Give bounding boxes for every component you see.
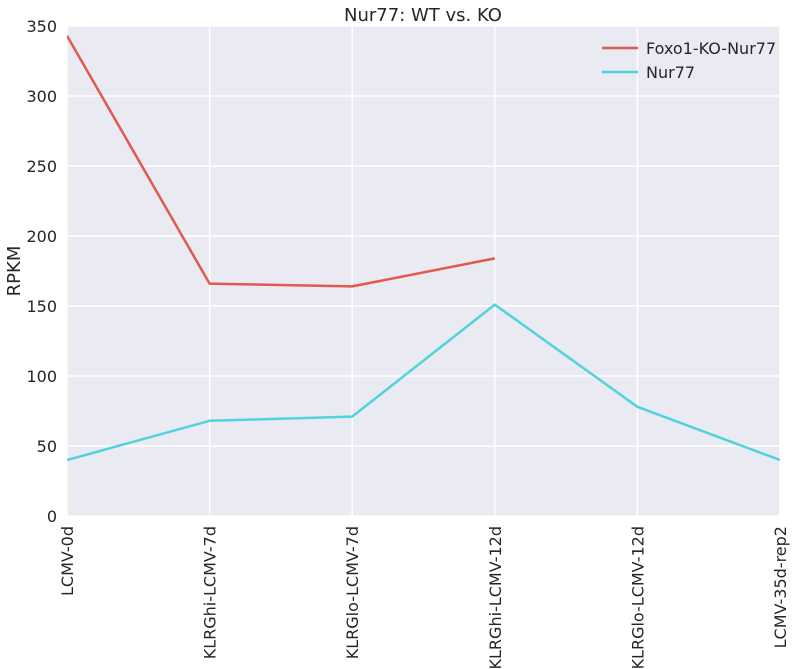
y-tick-label: 150: [26, 297, 57, 316]
series-lines: [67, 35, 780, 462]
legend-label-1: Nur77: [646, 63, 695, 82]
y-tick-label: 0: [47, 507, 57, 526]
y-tick-label: 100: [26, 367, 57, 386]
y-tick-label: 300: [26, 87, 57, 106]
y-tick-label: 350: [26, 17, 57, 36]
y-tick-label: 200: [26, 227, 57, 246]
x-tick-label: KLRGhi-LCMV-7d: [201, 526, 220, 659]
y-tick-labels: 0 50 100 150 200 250 300 350: [26, 17, 57, 526]
plot-background: [67, 26, 780, 516]
grid-lines: [66, 25, 781, 517]
series-line-1: [67, 303, 780, 462]
series-line-0: [67, 35, 496, 288]
legend: Foxo1-KO-Nur77 Nur77: [602, 39, 776, 82]
x-tick-label: KLRGlo-LCMV-12d: [628, 526, 647, 669]
y-axis-label: RPKM: [4, 246, 25, 297]
y-tick-label: 50: [37, 437, 57, 456]
legend-label-0: Foxo1-KO-Nur77: [646, 39, 776, 58]
x-tick-label: KLRGlo-LCMV-7d: [343, 526, 362, 659]
x-tick-label: KLRGhi-LCMV-12d: [486, 526, 505, 669]
y-tick-label: 250: [26, 157, 57, 176]
chart-title: Nur77: WT vs. KO: [344, 5, 502, 26]
x-tick-label: LCMV-35d-rep2: [771, 526, 790, 648]
x-tick-labels: LCMV-0d KLRGhi-LCMV-7d KLRGlo-LCMV-7d KLRGh…: [58, 526, 790, 669]
x-tick-label: LCMV-0d: [58, 526, 77, 596]
